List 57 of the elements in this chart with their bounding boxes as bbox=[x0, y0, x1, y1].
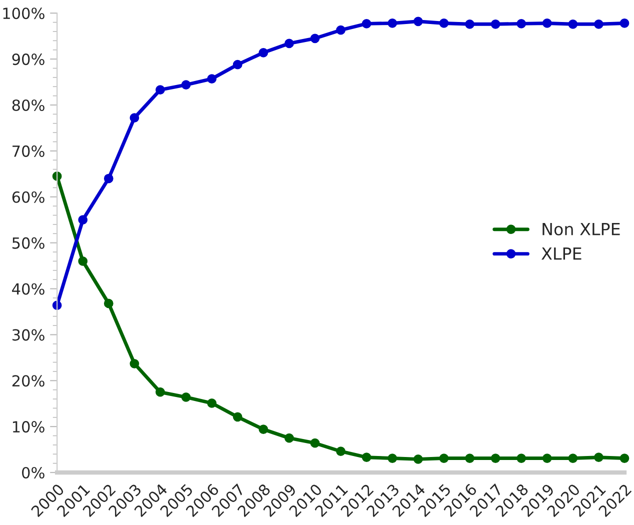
point bbox=[594, 452, 604, 462]
y-tick-label: 80% bbox=[12, 99, 44, 112]
point bbox=[232, 60, 242, 70]
y-tick-label: 60% bbox=[12, 191, 44, 203]
point bbox=[310, 34, 320, 44]
point bbox=[516, 454, 526, 463]
point bbox=[156, 387, 165, 397]
legend-label: XLPE bbox=[542, 247, 582, 260]
point bbox=[388, 454, 398, 463]
point bbox=[413, 16, 423, 26]
point bbox=[568, 454, 578, 463]
point bbox=[620, 18, 630, 28]
point bbox=[284, 38, 294, 48]
y-tick-label: 100% bbox=[3, 8, 44, 20]
legend-label: Non XLPE bbox=[542, 223, 620, 236]
point bbox=[130, 113, 140, 123]
point bbox=[568, 19, 578, 29]
point bbox=[439, 18, 449, 28]
point bbox=[413, 454, 423, 464]
point bbox=[78, 215, 88, 225]
point bbox=[181, 392, 191, 402]
point bbox=[336, 25, 346, 35]
point bbox=[542, 18, 552, 28]
point bbox=[207, 398, 216, 408]
point bbox=[181, 80, 191, 90]
point bbox=[439, 454, 449, 463]
point bbox=[362, 19, 372, 28]
point bbox=[78, 256, 88, 266]
point bbox=[104, 174, 114, 184]
point bbox=[490, 454, 500, 463]
point bbox=[336, 446, 346, 456]
point bbox=[310, 438, 320, 448]
point bbox=[362, 452, 372, 462]
y-tick-label: 0% bbox=[22, 466, 44, 479]
point bbox=[465, 454, 474, 463]
point bbox=[542, 454, 552, 463]
y-tick-label: 30% bbox=[12, 329, 44, 341]
point bbox=[465, 19, 474, 29]
point bbox=[516, 19, 526, 28]
point bbox=[594, 19, 604, 29]
y-tick-label: 40% bbox=[12, 283, 44, 295]
point bbox=[620, 454, 630, 463]
point bbox=[258, 48, 268, 58]
point bbox=[232, 412, 242, 422]
y-tick-label: 90% bbox=[12, 54, 44, 66]
point bbox=[490, 19, 500, 29]
point bbox=[156, 85, 165, 95]
y-tick-label: 10% bbox=[12, 421, 44, 433]
point bbox=[388, 18, 398, 28]
y-tick-label: 50% bbox=[12, 237, 44, 249]
y-tick-label: 70% bbox=[12, 145, 44, 157]
point bbox=[284, 433, 294, 443]
point bbox=[207, 74, 216, 84]
point bbox=[258, 424, 268, 434]
point bbox=[130, 358, 140, 368]
point bbox=[104, 298, 114, 308]
y-tick-label: 20% bbox=[12, 375, 44, 387]
